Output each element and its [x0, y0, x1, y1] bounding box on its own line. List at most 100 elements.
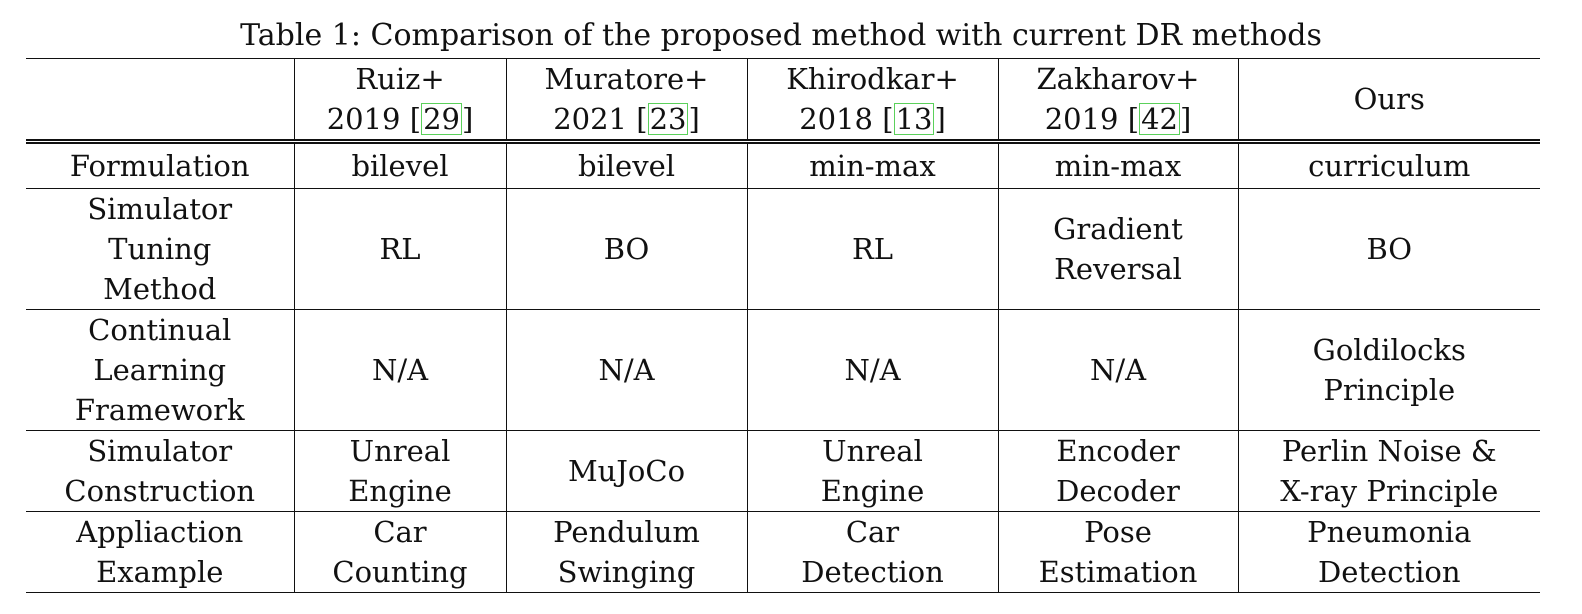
cell-text: Reversal — [1054, 252, 1182, 286]
table-caption: Table 1: Comparison of the proposed meth… — [240, 18, 1322, 53]
table-cell: MuJoCo — [505, 430, 748, 512]
cell-text: BO — [1366, 232, 1413, 266]
cell-text: Counting — [332, 555, 468, 589]
row-label-text: Appliaction — [76, 515, 244, 549]
row-continual-learning-framework: Continual Learning Framework N/A N/A N/A… — [26, 309, 1540, 431]
cell-text: Perlin Noise & — [1281, 434, 1497, 468]
row-label-text: Method — [103, 272, 217, 306]
header-corner-cell — [26, 58, 295, 144]
header-cell-ruiz: Ruiz+ 2019 [29] — [293, 58, 507, 144]
table-cell: Gradient Reversal — [997, 188, 1239, 310]
header-cell-ours: Ours — [1237, 58, 1540, 144]
row-label-text: Learning — [93, 353, 227, 387]
table-cell: Goldilocks Principle — [1237, 309, 1540, 431]
table-cell: Encoder Decoder — [997, 430, 1239, 512]
row-label-text: Simulator — [87, 192, 233, 226]
row-label-text: Formulation — [69, 149, 250, 183]
cell-text: Gradient — [1053, 212, 1183, 246]
cell-text: Detection — [1317, 555, 1461, 589]
table-cell: N/A — [746, 309, 999, 431]
header-cell-khirodkar: Khirodkar+ 2018 [13] — [746, 58, 999, 144]
row-label: Appliaction Example — [26, 511, 295, 593]
table-cell: min-max — [746, 141, 999, 189]
header-year-line: 2018 [13] — [799, 102, 946, 136]
header-year-line: 2021 [23] — [553, 102, 700, 136]
row-label: Simulator Tuning Method — [26, 188, 295, 310]
row-simulator-construction: Simulator Construction Unreal Engine MuJ… — [26, 430, 1540, 512]
cell-text: Decoder — [1056, 474, 1180, 508]
row-label: Continual Learning Framework — [26, 309, 295, 431]
cell-text: Pendulum — [553, 515, 700, 549]
cell-text: min-max — [1054, 149, 1182, 183]
header-year: 2019 — [326, 102, 401, 136]
cell-text: X-ray Principle — [1280, 474, 1499, 508]
header-year: 2021 — [553, 102, 628, 136]
cell-text: Engine — [820, 474, 925, 508]
header-author: Muratore+ — [544, 62, 709, 96]
table-cell: Car Counting — [293, 511, 507, 593]
cell-text: N/A — [844, 353, 901, 387]
row-label-text: Simulator — [87, 434, 233, 468]
cell-text: Principle — [1323, 373, 1456, 407]
cell-text: min-max — [809, 149, 936, 183]
cell-text: bilevel — [577, 149, 676, 183]
citation-link[interactable]: 13 — [893, 102, 935, 136]
comparison-table: Ruiz+ 2019 [29] Muratore+ 2021 [23] Khir… — [26, 58, 1540, 593]
cell-text: N/A — [371, 353, 429, 387]
table-cell: Pendulum Swinging — [505, 511, 748, 593]
cell-text: Detection — [801, 555, 944, 589]
header-row: Ruiz+ 2019 [29] Muratore+ 2021 [23] Khir… — [26, 58, 1540, 144]
header-cell-muratore: Muratore+ 2021 [23] — [505, 58, 748, 144]
cell-text: MuJoCo — [567, 454, 686, 488]
table-cell: Pneumonia Detection — [1237, 511, 1540, 593]
citation-link[interactable]: 23 — [647, 102, 689, 136]
cell-text: RL — [379, 232, 421, 266]
header-author: Khirodkar+ — [786, 62, 959, 96]
table-cell: bilevel — [293, 141, 507, 189]
table-cell: min-max — [997, 141, 1239, 189]
cell-text: Unreal — [349, 434, 451, 468]
cell-text: N/A — [598, 353, 655, 387]
table-cell: curriculum — [1237, 141, 1540, 189]
table-cell: Pose Estimation — [997, 511, 1239, 593]
header-author: Ruiz+ — [355, 62, 445, 96]
cell-text: N/A — [1089, 353, 1147, 387]
cell-text: Car — [373, 515, 427, 549]
header-year: 2019 — [1044, 102, 1119, 136]
table-cell: N/A — [293, 309, 507, 431]
table-cell: bilevel — [505, 141, 748, 189]
table-cell: BO — [505, 188, 748, 310]
header-year: 2018 — [799, 102, 874, 136]
row-label-text: Example — [96, 555, 224, 589]
citation-link[interactable]: 42 — [1139, 102, 1180, 136]
header-year-line: 2019 [29] — [326, 102, 474, 136]
row-label-text: Framework — [74, 393, 245, 427]
cell-text: Car — [845, 515, 900, 549]
cell-text: BO — [603, 232, 650, 266]
cell-text: curriculum — [1308, 149, 1471, 183]
row-label-text: Tuning — [108, 232, 212, 266]
table-cell: RL — [746, 188, 999, 310]
row-application-example: Appliaction Example Car Counting Pendulu… — [26, 511, 1540, 593]
cell-text: Pneumonia — [1307, 515, 1472, 549]
cell-text: Estimation — [1038, 555, 1198, 589]
table-cell: Car Detection — [746, 511, 999, 593]
table-cell: RL — [293, 188, 507, 310]
row-label-text: Continual — [88, 313, 232, 347]
table-cell: Unreal Engine — [746, 430, 999, 512]
cell-text: RL — [851, 232, 894, 266]
table-cell: BO — [1237, 188, 1540, 310]
cell-text: Pose — [1084, 515, 1152, 549]
table-cell: Perlin Noise & X-ray Principle — [1237, 430, 1540, 512]
cell-text: Encoder — [1056, 434, 1180, 468]
cell-text: bilevel — [351, 149, 449, 183]
row-label-text: Construction — [64, 474, 256, 508]
header-cell-zakharov: Zakharov+ 2019 [42] — [997, 58, 1239, 144]
header-author: Ours — [1353, 82, 1425, 116]
header-author: Zakharov+ — [1036, 62, 1200, 96]
citation-link[interactable]: 29 — [421, 102, 462, 136]
row-simulator-tuning-method: Simulator Tuning Method RL BO RL Gradien… — [26, 188, 1540, 310]
table-cell: N/A — [505, 309, 748, 431]
cell-text: Goldilocks — [1312, 333, 1466, 367]
row-label: Simulator Construction — [26, 430, 295, 512]
